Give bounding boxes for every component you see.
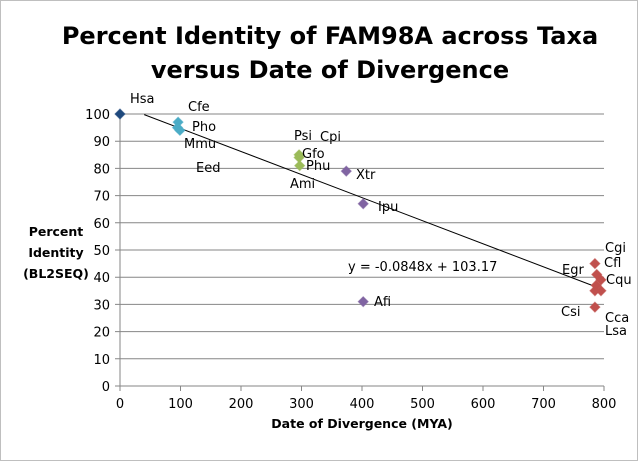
x-tick-label: 800 [592, 397, 617, 412]
y-axis-label-3: (BL2SEQ) [23, 266, 89, 281]
x-tick-label: 0 [116, 397, 124, 412]
chart-title-line-1: Percent Identity of FAM98A across Taxa [62, 22, 598, 50]
point-label: Cfe [188, 100, 210, 115]
data-point [357, 198, 369, 210]
point-label: Phu [306, 159, 330, 174]
point-label: Cfl [604, 256, 621, 271]
trendline-equation: y = -0.0848x + 103.17 [348, 260, 497, 275]
data-point [589, 285, 601, 297]
point-label: Hsa [130, 92, 155, 107]
point-label: Pho [192, 120, 216, 135]
point-label: Cgi [605, 241, 626, 256]
data-point [174, 124, 186, 137]
y-tick-label: 40 [93, 271, 110, 286]
point-label: Mmu [184, 137, 216, 152]
y-tick-label: 30 [93, 298, 110, 313]
x-tick-label: 400 [350, 397, 375, 412]
y-tick-label: 100 [85, 108, 110, 123]
trendline [144, 114, 599, 289]
y-axis-label-1: Percent [29, 224, 84, 239]
x-axis-label: Date of Divergence (MYA) [271, 416, 452, 431]
point-label: Egr [562, 263, 584, 278]
x-tick-label: 700 [531, 397, 556, 412]
y-tick-label: 10 [93, 353, 110, 368]
y-axis-label-2: Identity [28, 245, 83, 260]
y-tick-label: 90 [93, 135, 110, 150]
data-point [293, 159, 306, 172]
point-label: Cpi [320, 130, 341, 145]
point-label: Gfo [302, 147, 325, 162]
chart-title-line-2: versus Date of Divergence [151, 56, 509, 84]
point-label: Lsa [605, 324, 627, 339]
point-label: Afi [374, 295, 391, 310]
data-point [357, 295, 369, 308]
y-tick-label: 80 [93, 162, 110, 177]
y-tick-label: 70 [93, 190, 110, 205]
data-point [589, 257, 601, 270]
y-tick-label: 0 [102, 380, 110, 395]
point-label: Xtr [356, 168, 376, 183]
x-tick-label: 200 [229, 397, 254, 412]
data-point [114, 108, 126, 120]
y-tick-label: 60 [93, 217, 110, 232]
x-tick-label: 600 [471, 397, 496, 412]
point-label: Eed [196, 161, 220, 176]
point-label: Ami [290, 177, 315, 192]
y-tick-label: 20 [93, 326, 110, 341]
point-label: Cqu [606, 273, 632, 288]
y-tick-label: 50 [93, 244, 110, 259]
point-label: Csi [561, 305, 580, 320]
x-tick-label: 300 [289, 397, 314, 412]
x-tick-label: 500 [410, 397, 435, 412]
point-label: Cca [605, 311, 629, 326]
data-point [589, 301, 601, 313]
point-label: Psi [294, 129, 312, 144]
x-tick-label: 100 [168, 397, 193, 412]
data-point [340, 165, 352, 177]
point-label: Ipu [378, 200, 398, 215]
